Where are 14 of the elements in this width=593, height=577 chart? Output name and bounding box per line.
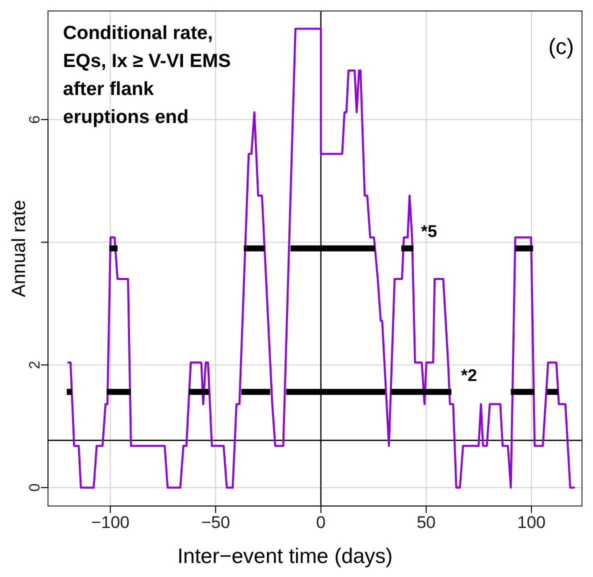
y-tick-label: 6 xyxy=(26,115,44,124)
x-tick-label: −50 xyxy=(201,513,230,532)
y-tick-label: 2 xyxy=(26,360,44,370)
annotation: *2 xyxy=(461,366,478,385)
x-tick-label: 50 xyxy=(416,513,436,532)
text: Conditional rate, EQs, Ix ≥ V-VI EMS after flank eruptions end xyxy=(63,23,231,128)
annotation: *5 xyxy=(421,222,438,241)
x-tick-label: −100 xyxy=(91,513,130,532)
x-tick-label: 100 xyxy=(517,513,546,532)
y-axis-title: Annual rate xyxy=(9,200,30,298)
y-tick-label: 0 xyxy=(26,483,44,492)
x-axis-title: Inter−event time (days) xyxy=(177,545,393,568)
annotation: (c) xyxy=(548,34,574,59)
x-tick-label: 0 xyxy=(316,513,326,532)
